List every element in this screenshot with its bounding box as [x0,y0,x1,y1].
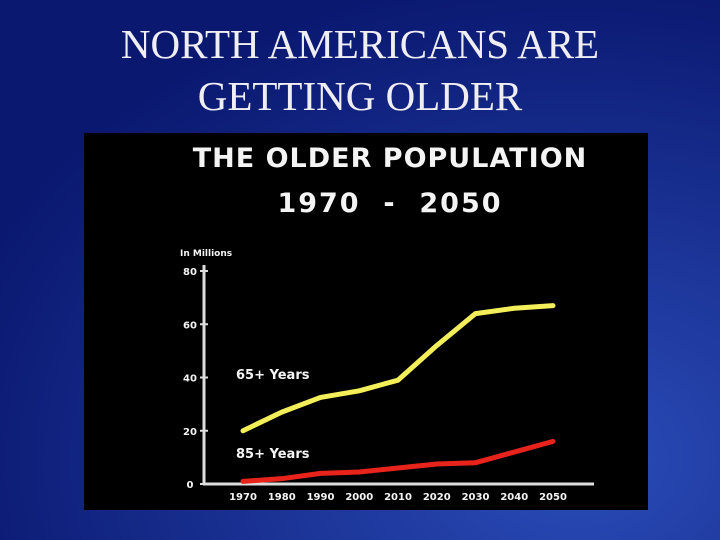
x-tick-label: 1990 [307,492,335,503]
x-tick-label: 1970 [229,492,257,503]
slide-title: GETTING OLDER [198,73,523,119]
series-line [240,303,556,434]
x-tick-label: 2010 [384,492,412,503]
x-tick-label: 2050 [539,492,567,503]
series-label: 65+ Years [236,368,310,383]
chart-subtitle: 1970 - 2050 [277,188,502,219]
y-tick-label: 0 [187,480,194,491]
slide-title: NORTH AMERICANS ARE [121,21,599,67]
x-tick-label: 2040 [500,492,528,503]
y-tick-label: 60 [183,320,197,331]
y-tick-label: 80 [183,267,197,278]
y-tick-label: 20 [183,427,197,438]
series-line [240,438,556,484]
y-tick-label: 40 [183,374,197,385]
chart-area [84,133,648,510]
x-tick-label: 2030 [462,492,490,503]
series-label: 85+ Years [236,447,310,462]
x-tick-label: 2020 [423,492,451,503]
x-tick-label: 1980 [268,492,296,503]
x-tick-label: 2000 [345,492,373,503]
chart-title: THE OLDER POPULATION [193,143,588,174]
y-axis-label: In Millions [180,249,232,259]
